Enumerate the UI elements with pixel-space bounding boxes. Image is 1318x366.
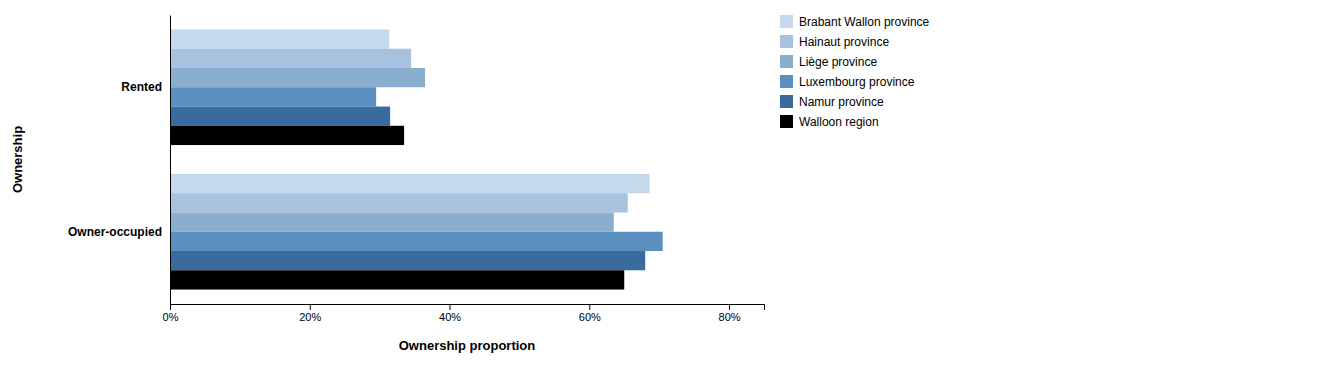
x-tick-label: 0% [163, 311, 179, 323]
bar [170, 49, 411, 68]
x-axis-line [171, 305, 765, 311]
bar [170, 87, 376, 106]
x-tick: 40% [439, 304, 461, 323]
bar [170, 174, 650, 193]
bar-series [170, 87, 663, 251]
x-axis: 0% 20% 40% 60% 80% [163, 304, 765, 323]
bar [170, 232, 663, 251]
y-axis-line [170, 16, 171, 305]
bar [170, 251, 645, 270]
bar [170, 212, 614, 231]
legend-label: Luxembourg province [799, 75, 915, 89]
legend: Brabant Wallon province Hainaut province L… [780, 15, 930, 129]
x-tick-mark [589, 304, 590, 310]
bar [170, 126, 404, 145]
bar-series [170, 126, 624, 290]
x-tick-label: 20% [299, 311, 321, 323]
y-axis: Rented Owner-occupied [68, 16, 171, 305]
x-tick-label: 60% [579, 311, 601, 323]
legend-label: Liège province [799, 55, 877, 69]
x-tick: 20% [299, 304, 321, 323]
chart: 0% 20% 40% 60% 80% Rented Owner-occupied Owners… [0, 0, 1318, 366]
bar [170, 270, 624, 289]
bar-series [170, 29, 650, 193]
x-tick-label: 40% [439, 311, 461, 323]
legend-item: Walloon region [780, 115, 879, 129]
x-tick-mark [729, 304, 730, 310]
legend-swatch [780, 115, 793, 128]
x-tick-label: 80% [719, 311, 741, 323]
x-axis-title: Ownership proportion [399, 338, 536, 353]
legend-item: Liège province [780, 55, 877, 69]
bar-series [170, 68, 614, 232]
x-tick-mark [450, 304, 451, 310]
legend-item: Brabant Wallon province [780, 15, 930, 29]
legend-item: Hainaut province [780, 35, 889, 49]
bar [170, 107, 390, 126]
y-tick: Rented [121, 80, 162, 94]
legend-swatch [780, 75, 793, 88]
legend-label: Hainaut province [799, 35, 889, 49]
bar [170, 29, 389, 48]
legend-label: Walloon region [799, 115, 879, 129]
bar-series [170, 107, 645, 271]
legend-item: Luxembourg province [780, 75, 915, 89]
x-tick-mark [170, 304, 171, 310]
y-tick-label: Owner-occupied [68, 225, 162, 239]
bar-series [170, 49, 628, 213]
y-axis-title: Ownership [10, 126, 25, 193]
legend-swatch [780, 35, 793, 48]
x-tick: 60% [579, 304, 601, 323]
bar [170, 193, 628, 212]
x-tick: 80% [719, 304, 741, 323]
bar [170, 68, 425, 87]
x-tick-mark [310, 304, 311, 310]
y-tick: Owner-occupied [68, 225, 162, 239]
bars [170, 29, 663, 289]
legend-label: Brabant Wallon province [799, 15, 930, 29]
legend-item: Namur province [780, 95, 884, 109]
legend-swatch [780, 95, 793, 108]
x-tick: 0% [163, 304, 179, 323]
legend-swatch [780, 55, 793, 68]
y-tick-label: Rented [121, 80, 162, 94]
legend-swatch [780, 15, 793, 28]
legend-label: Namur province [799, 95, 884, 109]
